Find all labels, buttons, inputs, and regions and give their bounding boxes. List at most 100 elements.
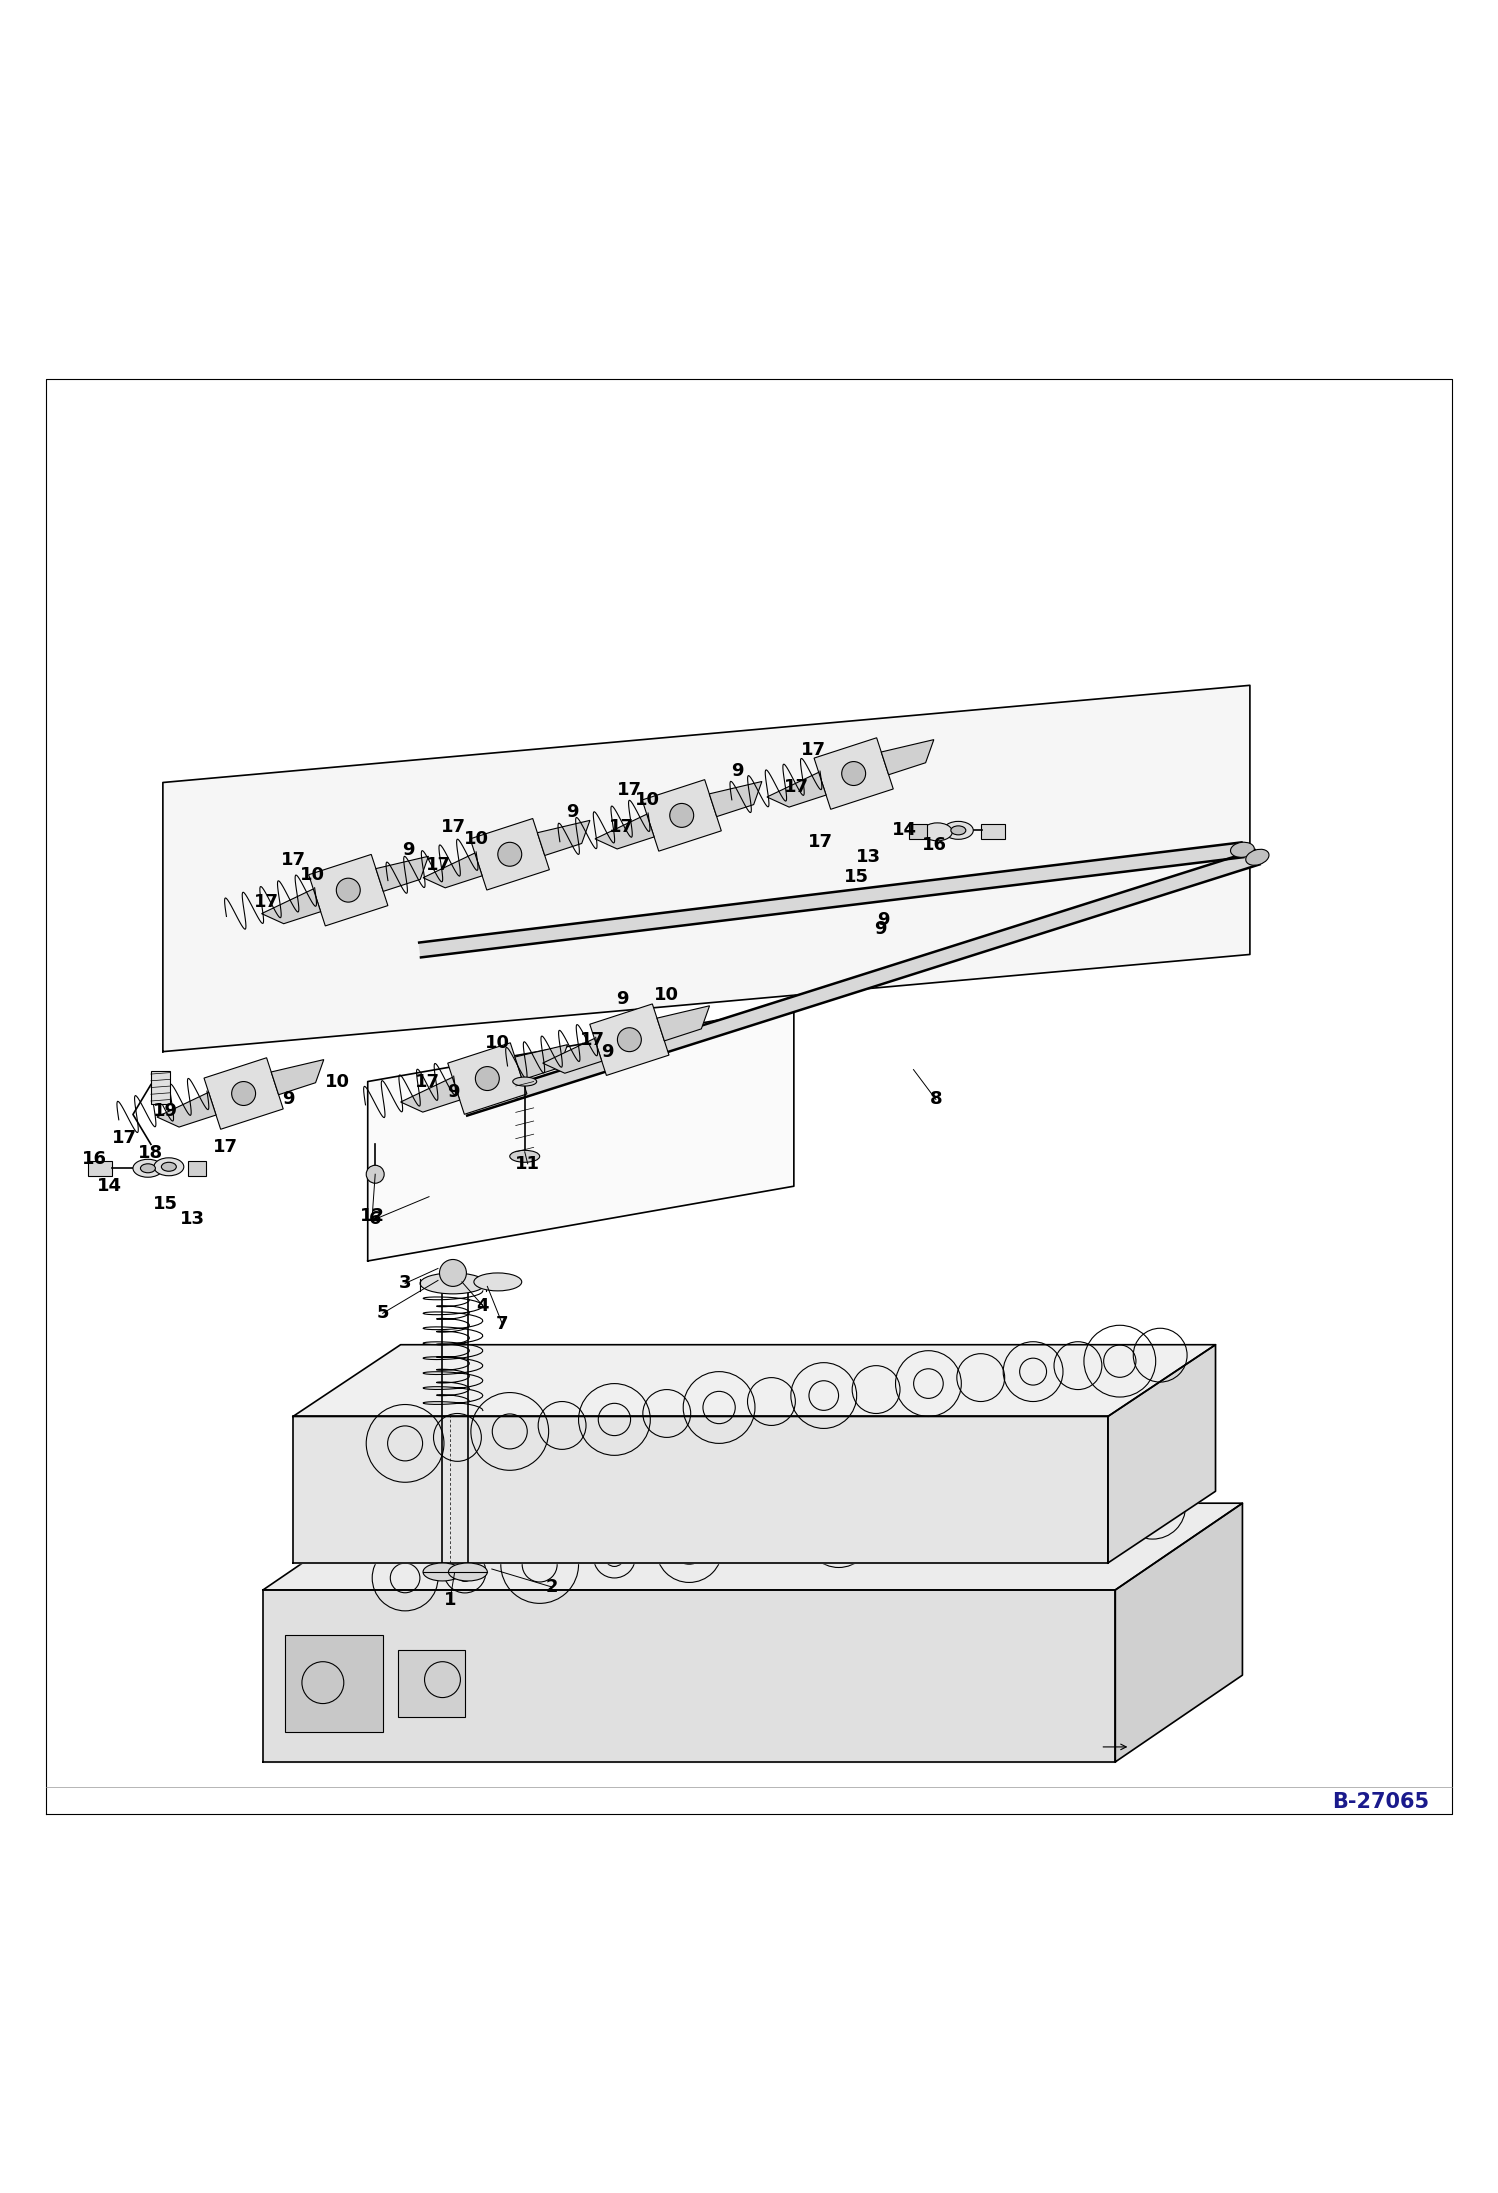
- Text: 10: 10: [485, 1033, 511, 1053]
- Text: 17: 17: [111, 1129, 136, 1147]
- Ellipse shape: [422, 1564, 461, 1581]
- Bar: [286, 1634, 382, 1732]
- Text: 10: 10: [635, 792, 659, 809]
- Polygon shape: [710, 781, 762, 816]
- Polygon shape: [294, 1417, 1109, 1564]
- Polygon shape: [264, 1590, 1116, 1761]
- Text: 2: 2: [545, 1579, 557, 1597]
- Text: 1: 1: [443, 1592, 457, 1610]
- Polygon shape: [376, 855, 428, 890]
- Polygon shape: [422, 853, 482, 888]
- Circle shape: [842, 761, 866, 785]
- Text: 5: 5: [376, 1305, 389, 1322]
- Text: 10: 10: [464, 831, 490, 849]
- Ellipse shape: [923, 822, 953, 840]
- Text: 9: 9: [282, 1090, 295, 1107]
- Circle shape: [497, 842, 521, 866]
- Ellipse shape: [154, 1158, 184, 1175]
- Text: 17: 17: [280, 851, 306, 868]
- Ellipse shape: [141, 1164, 156, 1173]
- Polygon shape: [419, 842, 1243, 958]
- Polygon shape: [262, 888, 321, 923]
- Ellipse shape: [512, 1077, 536, 1086]
- Polygon shape: [157, 1092, 216, 1127]
- Text: 17: 17: [213, 1138, 238, 1156]
- Circle shape: [475, 1066, 499, 1090]
- Text: 10: 10: [655, 987, 679, 1004]
- Text: 18: 18: [138, 1145, 163, 1162]
- Circle shape: [366, 1164, 383, 1184]
- Text: 10: 10: [325, 1072, 351, 1090]
- Text: 9: 9: [401, 840, 415, 860]
- Text: 7: 7: [496, 1316, 508, 1333]
- Text: 17: 17: [610, 818, 635, 836]
- Text: 4: 4: [476, 1296, 490, 1316]
- Text: 9: 9: [601, 1042, 613, 1061]
- Text: 13: 13: [180, 1211, 205, 1228]
- Text: 11: 11: [515, 1156, 541, 1173]
- Ellipse shape: [951, 827, 966, 836]
- Text: 19: 19: [153, 1103, 178, 1121]
- Circle shape: [337, 877, 360, 901]
- Text: 17: 17: [785, 779, 809, 796]
- Polygon shape: [367, 1007, 794, 1261]
- Text: 6: 6: [369, 1211, 382, 1228]
- Circle shape: [670, 803, 694, 827]
- Polygon shape: [264, 1502, 1242, 1590]
- Polygon shape: [813, 737, 893, 809]
- Bar: [189, 1160, 207, 1175]
- Text: 17: 17: [253, 893, 279, 910]
- Text: B-27065: B-27065: [1332, 1792, 1429, 1811]
- Polygon shape: [448, 1044, 527, 1114]
- Polygon shape: [163, 686, 1249, 1053]
- Polygon shape: [538, 820, 590, 855]
- Ellipse shape: [509, 1151, 539, 1162]
- Polygon shape: [643, 781, 722, 851]
- Text: 15: 15: [153, 1195, 178, 1213]
- Polygon shape: [204, 1057, 283, 1129]
- Polygon shape: [767, 772, 825, 807]
- Text: 17: 17: [440, 818, 466, 836]
- Text: 9: 9: [446, 1083, 460, 1101]
- Text: 17: 17: [580, 1031, 605, 1048]
- Bar: [88, 1160, 112, 1175]
- Text: 16: 16: [921, 836, 947, 855]
- Polygon shape: [309, 855, 388, 925]
- Text: 17: 17: [801, 741, 825, 759]
- Text: 9: 9: [566, 803, 578, 822]
- Bar: [981, 825, 1005, 840]
- Text: 8: 8: [930, 1090, 942, 1107]
- Polygon shape: [1116, 1502, 1242, 1761]
- Text: 10: 10: [300, 866, 325, 884]
- Ellipse shape: [162, 1162, 177, 1171]
- Polygon shape: [470, 818, 550, 890]
- Ellipse shape: [1230, 842, 1254, 857]
- Polygon shape: [271, 1059, 324, 1094]
- Polygon shape: [881, 739, 933, 774]
- Polygon shape: [595, 814, 655, 849]
- Text: 16: 16: [81, 1151, 106, 1169]
- Ellipse shape: [944, 822, 974, 840]
- Ellipse shape: [1246, 849, 1269, 866]
- Text: 9: 9: [875, 921, 887, 939]
- Bar: [909, 825, 927, 840]
- Polygon shape: [463, 851, 1260, 1116]
- Ellipse shape: [419, 1272, 485, 1294]
- Circle shape: [617, 1029, 641, 1053]
- Text: 17: 17: [425, 855, 451, 873]
- Polygon shape: [515, 1044, 568, 1079]
- Text: 9: 9: [878, 910, 890, 930]
- Polygon shape: [400, 1077, 460, 1112]
- Text: 12: 12: [360, 1206, 385, 1226]
- Text: 15: 15: [845, 868, 869, 886]
- Circle shape: [232, 1081, 256, 1105]
- Text: 17: 17: [415, 1072, 440, 1090]
- Text: 9: 9: [616, 991, 628, 1009]
- Text: 14: 14: [891, 822, 917, 840]
- Bar: [397, 1649, 464, 1717]
- Polygon shape: [294, 1344, 1215, 1417]
- Polygon shape: [590, 1004, 670, 1075]
- Ellipse shape: [133, 1160, 163, 1178]
- Text: 17: 17: [809, 833, 833, 851]
- Text: 17: 17: [617, 781, 641, 798]
